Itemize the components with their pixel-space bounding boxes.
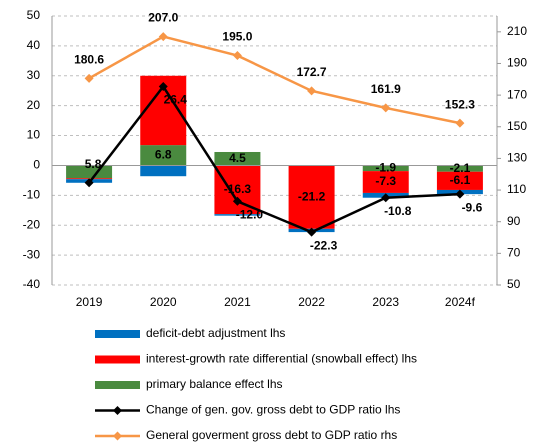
bar xyxy=(214,151,261,166)
value-label: 207.0 xyxy=(148,11,178,25)
value-label: -7.3 xyxy=(375,174,396,188)
y-tick-label: 20 xyxy=(27,98,41,112)
value-label: 161.9 xyxy=(371,82,401,96)
y-tick-label: -40 xyxy=(23,277,41,291)
value-label: 172.7 xyxy=(297,65,327,79)
legend-swatch xyxy=(95,381,140,389)
value-label: -10.8 xyxy=(384,204,412,218)
y2-tick-label: 170 xyxy=(507,87,527,101)
value-label: 195.0 xyxy=(222,30,252,44)
y2-tick-label: 90 xyxy=(507,214,521,228)
y-tick-label: 10 xyxy=(27,128,41,142)
value-label: -12.0 xyxy=(236,207,264,221)
value-label: -6.1 xyxy=(450,173,471,187)
value-label: -21.2 xyxy=(298,189,326,203)
marker xyxy=(455,118,465,128)
x-tick-label: 2022 xyxy=(298,295,325,309)
value-label: 5.8 xyxy=(85,157,102,171)
marker xyxy=(232,196,242,206)
marker xyxy=(84,178,94,188)
legend-marker xyxy=(113,431,122,441)
y-tick-label: -20 xyxy=(23,217,41,231)
marker xyxy=(381,103,391,113)
legend-label: Change of gen. gov. gross debt to GDP ra… xyxy=(146,403,400,417)
line xyxy=(88,84,460,234)
y-tick-label: -10 xyxy=(23,188,41,202)
bar xyxy=(214,214,261,216)
bar xyxy=(214,165,261,215)
y2-tick-label: 70 xyxy=(507,246,521,260)
legend-swatch xyxy=(95,330,140,338)
legend-label: interest-growth rate differential (snowb… xyxy=(146,352,417,366)
bar xyxy=(436,171,483,190)
y2-tick-label: 190 xyxy=(507,56,527,70)
x-tick-label: 2024f xyxy=(445,295,476,309)
y-tick-label: -30 xyxy=(23,247,41,261)
x-tick-label: 2023 xyxy=(372,295,399,309)
bar xyxy=(362,165,409,172)
y2-tick-label: 130 xyxy=(507,151,527,165)
y2-tick-label: 210 xyxy=(507,24,527,38)
y-tick-label: 30 xyxy=(27,68,41,82)
value-label: -22.3 xyxy=(310,238,338,252)
x-tick-label: 2019 xyxy=(76,295,103,309)
marker xyxy=(158,32,168,42)
bar xyxy=(362,171,409,193)
value-label: 6.8 xyxy=(155,147,172,161)
bar xyxy=(140,145,187,166)
marker xyxy=(307,86,317,96)
marker xyxy=(307,227,317,237)
value-label: 180.6 xyxy=(74,53,104,67)
marker xyxy=(232,51,242,61)
legend-label: General goverment gross debt to GDP rati… xyxy=(146,428,397,442)
y2-tick-label: 50 xyxy=(507,277,521,291)
legend-swatch xyxy=(95,355,140,364)
legend-label: deficit-debt adjustment lhs xyxy=(146,326,285,340)
y-tick-label: 40 xyxy=(27,38,41,52)
x-tick-label: 2021 xyxy=(224,295,251,309)
marker xyxy=(455,189,465,199)
line xyxy=(88,35,461,125)
y-tick-label: 0 xyxy=(33,158,40,172)
marker xyxy=(158,82,168,92)
value-label: -16.3 xyxy=(224,182,252,196)
marker xyxy=(84,73,94,83)
value-label: 4.5 xyxy=(229,151,246,165)
bar xyxy=(436,165,483,172)
legend-label: primary balance effect lhs xyxy=(146,377,283,391)
legend-marker xyxy=(113,406,122,415)
value-label: 26.4 xyxy=(164,93,188,107)
marker xyxy=(381,193,391,203)
x-tick-label: 2020 xyxy=(150,295,177,309)
bar xyxy=(140,165,187,177)
value-label: 152.3 xyxy=(445,97,475,111)
y2-tick-label: 110 xyxy=(507,182,526,196)
value-label: -2.1 xyxy=(450,161,471,175)
value-label: -9.6 xyxy=(462,200,483,214)
y-tick-label: 50 xyxy=(27,8,41,22)
bar xyxy=(288,165,335,229)
y2-tick-label: 150 xyxy=(507,119,527,133)
value-label: -1.9 xyxy=(375,160,396,174)
